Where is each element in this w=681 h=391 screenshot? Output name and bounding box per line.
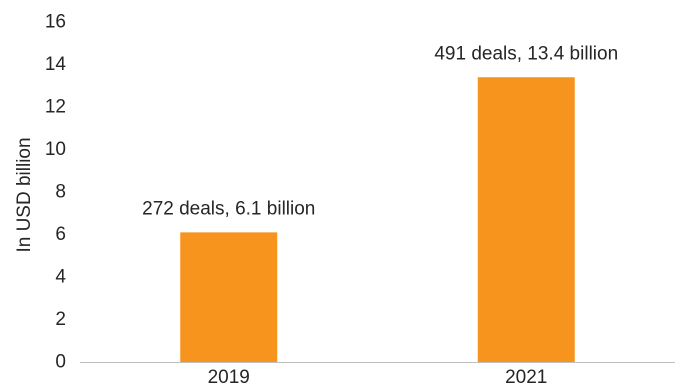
data-label-2019: 272 deals, 6.1 billion: [142, 198, 315, 219]
data-label-2021: 491 deals, 13.4 billion: [434, 43, 618, 64]
x-axis-ticks: 2019 2021: [208, 367, 548, 388]
bar-2021: [477, 77, 575, 362]
x-category-label: 2019: [208, 367, 250, 388]
y-tick-label: 12: [45, 97, 66, 118]
y-tick-label: 14: [45, 54, 67, 75]
y-tick-label: 2: [55, 309, 66, 330]
data-labels-group: 272 deals, 6.1 billion 491 deals, 13.4 bi…: [142, 43, 618, 219]
y-tick-label: 10: [45, 139, 66, 160]
y-tick-label: 0: [55, 352, 66, 373]
y-tick-label: 6: [55, 224, 66, 245]
bar-2019: [180, 232, 278, 362]
y-tick-label: 16: [45, 12, 66, 33]
y-tick-label: 4: [55, 267, 66, 288]
x-category-label: 2021: [505, 367, 547, 388]
y-axis-ticks: 0 2 4 6 8 10 12 14 16: [45, 12, 67, 373]
bars-group: [180, 77, 575, 362]
y-axis-title: In USD billion: [14, 137, 35, 252]
y-tick-label: 8: [55, 182, 66, 203]
